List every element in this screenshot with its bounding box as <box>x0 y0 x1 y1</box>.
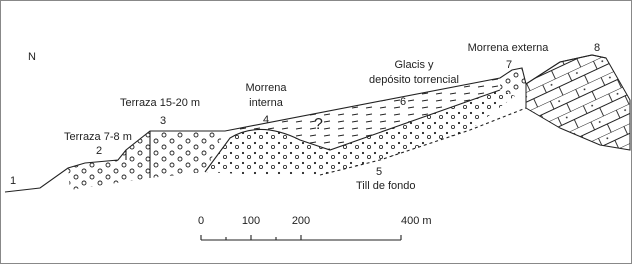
unit-label: Glacis y <box>394 59 434 71</box>
unit-label: Till de fondo <box>356 180 416 192</box>
unit-label: Morrena <box>246 82 288 94</box>
unit-label: Morrena externa <box>468 42 550 54</box>
scale-label: 100 <box>242 215 260 227</box>
unit-label: Terraza 15-20 m <box>120 97 200 109</box>
unit-number: 5 <box>376 166 382 178</box>
unit-number: 4 <box>263 114 269 126</box>
uncertain-mark: ? <box>314 116 323 133</box>
unit-label: depósito torrencial <box>369 74 459 86</box>
unit-number: 6 <box>400 96 406 108</box>
unit-label: Terraza 7-8 m <box>64 131 132 143</box>
unit-label: interna <box>249 97 284 109</box>
unit-number: 3 <box>160 115 166 127</box>
scale-label: 400 m <box>401 215 432 227</box>
scale-label: 0 <box>198 215 204 227</box>
unit-number: 7 <box>506 59 512 71</box>
north-label: N <box>28 51 36 63</box>
diagram: N 1 Terraza 7-8 m 2 Terraza 15-20 m 3 Mo… <box>0 0 632 264</box>
unit-number: 1 <box>10 175 16 187</box>
unit-number: 2 <box>96 145 102 157</box>
scale-label: 200 <box>292 215 310 227</box>
unit-number: 8 <box>594 42 600 54</box>
